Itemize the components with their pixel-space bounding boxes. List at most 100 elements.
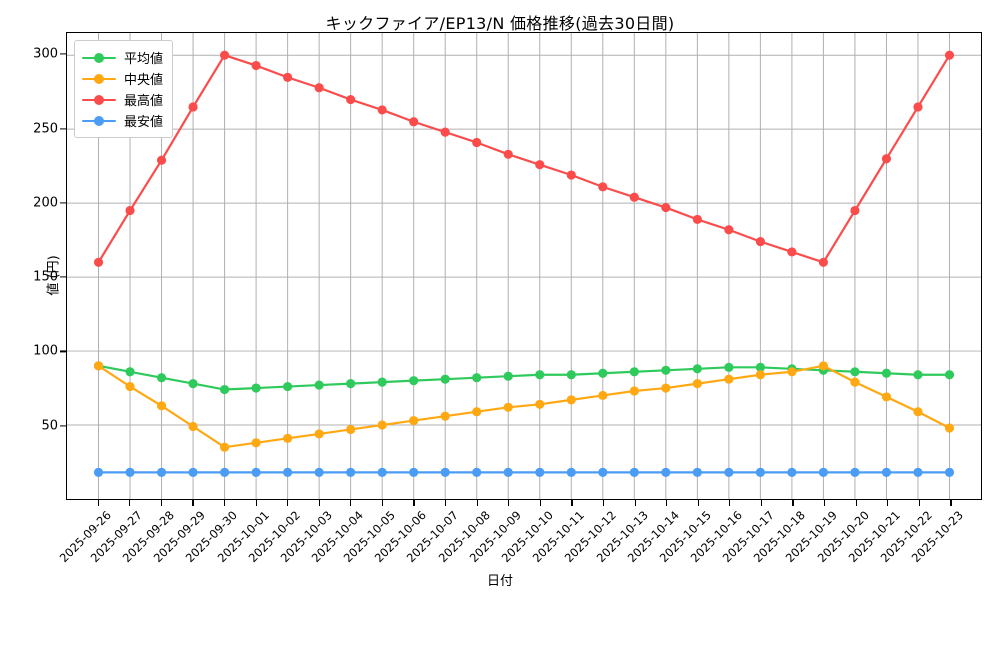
x-tick-mark [855,500,857,506]
y-tick-mark [60,202,66,204]
data-point [598,467,608,477]
data-point [913,407,923,417]
data-point [409,416,419,426]
legend-swatch-icon [82,113,116,129]
legend-item-3[interactable]: 最安値 [82,110,163,131]
data-point [944,423,955,433]
data-point [629,467,639,477]
y-tick-mark [60,276,66,278]
legend-item-2[interactable]: 最高値 [82,89,163,110]
data-point [787,367,797,377]
data-point [219,384,230,395]
x-tick-mark [160,500,162,506]
data-point [598,182,608,192]
data-point [724,225,734,235]
data-point [377,377,387,387]
data-point [535,467,545,477]
data-point [283,381,293,392]
data-point [850,205,860,216]
data-point [156,467,167,477]
y-tick-mark [60,127,66,130]
data-point [755,362,765,372]
legend-item-1[interactable]: 中央値 [82,68,163,89]
chart-title: キックファイア/EP13/N 価格推移(過去30日間) [325,14,675,33]
data-point [472,407,482,417]
x-tick-mark [634,500,636,506]
data-point [566,467,576,477]
data-point [850,377,860,387]
data-point [535,160,545,170]
chart-legend: 平均値中央値 最高値 最安値 [74,40,174,138]
data-point [881,467,892,477]
data-point [314,83,324,93]
data-point [283,433,293,443]
x-tick-mark [223,500,226,506]
data-point [944,50,955,60]
data-point [818,361,829,371]
series-lines [93,50,955,477]
y-tick-label: 100 [33,343,58,359]
grid-lines [67,33,981,499]
x-tick-mark [192,500,194,506]
data-point [125,205,135,216]
data-point [346,94,356,105]
legend-item-0[interactable]: 平均値 [82,47,163,68]
data-point [661,467,671,477]
x-tick-mark [287,500,289,506]
x-tick-mark [697,500,699,506]
data-point [503,371,513,381]
data-point [724,362,734,372]
data-point [535,399,545,409]
data-point [503,467,513,477]
data-point [755,370,765,380]
x-tick-mark [255,500,257,506]
data-point [818,257,829,267]
x-tick-mark [729,500,731,506]
data-point [881,392,892,402]
data-point [409,117,419,127]
x-tick-mark [350,500,352,506]
y-tick-mark [60,53,66,55]
data-point [472,373,482,383]
data-point [598,390,608,401]
data-point [661,202,671,213]
data-point [629,367,639,377]
x-tick-mark [381,500,384,506]
x-tick-mark [792,500,794,506]
data-point [472,137,482,148]
data-point [472,467,482,477]
data-point [188,467,198,477]
data-point [661,383,671,393]
x-tick-mark [602,500,605,506]
x-tick-mark [445,500,447,506]
data-point [314,380,324,390]
y-tick-label: 50 [41,418,58,434]
data-point [188,379,198,389]
data-point [377,105,387,115]
x-tick-mark [129,500,131,506]
data-point [440,411,450,421]
data-point [440,127,450,137]
data-point [692,467,702,477]
data-point [881,154,892,164]
data-point [251,60,261,71]
data-point [125,367,135,377]
x-tick-mark [97,500,99,506]
x-tick-mark [476,500,478,506]
data-point [188,102,198,112]
legend-label: 中央値 [124,73,164,88]
data-point [787,467,797,477]
data-point [661,365,671,375]
y-tick-mark [60,425,66,427]
data-point [503,149,513,159]
data-point [283,72,293,82]
data-point [913,370,923,380]
data-point [188,421,198,432]
data-point [755,467,765,477]
data-point [881,368,892,378]
x-axis-label: 日付 [486,574,513,589]
data-point [629,192,639,202]
data-point [440,467,450,477]
chart-figure: キックファイア/EP13/N 価格推移(過去30日間) 値 (円) 日付 50 1… [33,14,982,589]
x-tick-mark [539,500,541,506]
